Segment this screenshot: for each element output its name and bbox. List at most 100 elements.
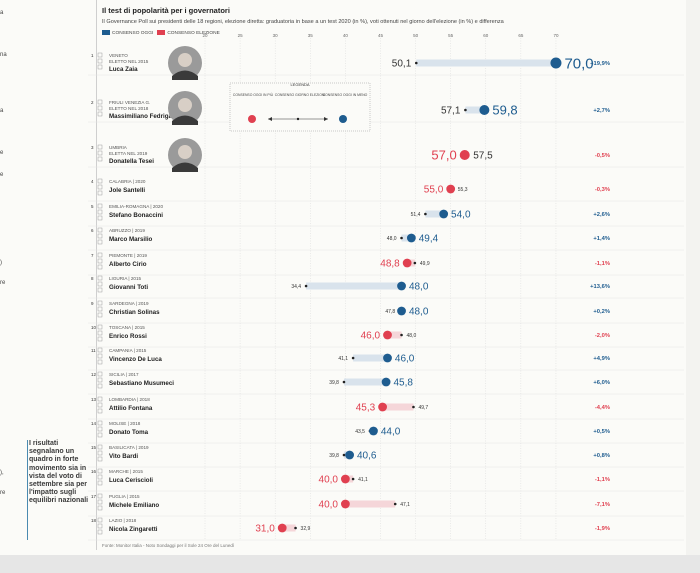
tick-label: 60	[483, 33, 489, 38]
party-box	[97, 402, 103, 408]
tick-label: 65	[518, 33, 524, 38]
difference-label: -1,9%	[595, 526, 610, 532]
party-box	[97, 105, 103, 111]
party-box	[97, 312, 103, 318]
region-label: SICILIA | 2017	[109, 372, 139, 377]
range-bar	[416, 59, 556, 67]
difference-label: -1,1%	[595, 477, 610, 483]
chart-title: Il test di popolarità per i governatori	[102, 6, 230, 15]
party-box	[97, 64, 103, 70]
elezione-dot	[400, 333, 403, 337]
consenso-label: 70,0	[564, 55, 593, 72]
rank-label: 18	[91, 518, 97, 523]
region-label: CALABRIA | 2020	[109, 179, 146, 184]
row-7: 7 PIEMONTE | 2019 Alberto Cirio 48,8 49,9 -1,…	[88, 252, 684, 276]
elezione-label: 51,4	[411, 212, 421, 218]
party-box	[97, 275, 103, 281]
party-box	[97, 209, 103, 215]
row-14: 14 MOLISE | 2018 Donato Toma 44,0 43,5 +0,5%	[88, 420, 684, 444]
governor-name: Alberto Cirio	[109, 261, 147, 268]
party-box	[97, 505, 103, 511]
rank-label: 17	[91, 494, 97, 499]
consenso-label: 40,6	[357, 451, 377, 462]
elezione-label: 41,1	[338, 356, 348, 362]
consenso-label: 57,0	[431, 148, 456, 163]
row-15: 15 BASILICATA | 2019 Vito Bardi 40,6 39,8 +0,…	[88, 444, 684, 468]
region-label: UMBRIA	[109, 145, 128, 150]
party-box	[97, 336, 103, 342]
consenso-dot	[340, 499, 350, 509]
region-label: LIGURIA | 2015	[109, 276, 142, 281]
governor-name: Donatella Tesei	[109, 158, 154, 165]
elezione-label: 48,0	[407, 333, 417, 339]
rank-label: 1	[91, 53, 94, 58]
party-box	[97, 529, 103, 535]
consenso-dot	[340, 474, 350, 484]
consenso-label: 55,0	[424, 185, 444, 196]
governor-photo-face	[178, 145, 192, 159]
governor-photo-face	[178, 98, 192, 112]
party-box	[97, 324, 103, 330]
party-box	[97, 347, 103, 353]
region-label: LOMBARDIA | 2018	[109, 397, 150, 402]
tick-label: 30	[273, 33, 279, 38]
row-17: 17 PUGLIA | 2015 Michele Emiliano 40,0 47,1 -…	[88, 493, 684, 517]
range-bar	[282, 524, 296, 532]
rank-label: 6	[91, 228, 94, 233]
region-label: SARDEGNA | 2019	[109, 301, 149, 306]
inset-frame	[229, 82, 371, 132]
governor-name: Attilio Fontana	[109, 405, 153, 412]
elezione-label: 43,5	[355, 429, 365, 435]
governor-name: Enrico Rossi	[109, 333, 147, 340]
party-box	[97, 227, 103, 233]
party-box	[97, 300, 103, 306]
inset-blue-dot	[339, 115, 347, 123]
consenso-dot	[369, 426, 378, 436]
elezione-label: 34,4	[291, 284, 301, 290]
region-label: EMILIA-ROMAGNA | 2020	[109, 204, 163, 209]
legend-elezione: CONSENSO ELEZIONE	[167, 30, 220, 36]
elezione-label: 48,0	[387, 236, 397, 242]
governor-photo-body	[172, 115, 198, 125]
row-8: 8 LIGURIA | 2015 Giovanni Toti 48,0 34,4 +13,…	[88, 275, 684, 299]
party-box	[97, 444, 103, 450]
consenso-label: 49,4	[419, 234, 439, 245]
party-box	[97, 252, 103, 258]
elected-label: ELETTA NEL 2019	[109, 151, 148, 156]
difference-label: +19,9%	[590, 61, 610, 67]
range-bar	[353, 354, 388, 362]
tick-label: 25	[238, 33, 244, 38]
region-label: BASILICATA | 2019	[109, 445, 149, 450]
consenso-label: 45,3	[356, 403, 376, 414]
range-bar	[425, 210, 444, 218]
party-box	[97, 233, 103, 239]
tick-label: 70	[553, 33, 559, 38]
inset-red-dot	[248, 115, 256, 123]
difference-label: -0,3%	[595, 187, 610, 193]
elezione-label: 47,1	[400, 502, 410, 508]
range-bar	[382, 403, 414, 411]
difference-label: -1,1%	[595, 261, 610, 267]
elezione-label: 39,8	[329, 453, 339, 459]
left-column-fragment: a na a e e ) re ), re	[0, 0, 14, 555]
side-note-bar	[27, 440, 28, 540]
legend-swatch-elezione	[157, 30, 166, 35]
elezione-dot	[294, 526, 297, 530]
party-box	[97, 281, 103, 287]
party-box	[97, 517, 103, 523]
elezione-dot	[351, 477, 355, 481]
consenso-label: 40,0	[319, 500, 339, 511]
row-16: 16 MARCHE | 2015 Luca Ceriscioli 40,0 41,1 -1…	[88, 468, 684, 492]
region-label: CAMPANIA | 2015	[109, 348, 147, 353]
governor-name: Sebastiano Musumeci	[109, 380, 174, 387]
consenso-dot	[397, 281, 406, 291]
party-box	[97, 396, 103, 402]
difference-label: +1,4%	[593, 236, 610, 242]
party-box	[97, 493, 103, 499]
tick-label: 20	[202, 33, 208, 38]
elezione-dot	[393, 502, 397, 506]
party-box	[97, 306, 103, 312]
elezione-label: 49,9	[420, 261, 430, 267]
rank-label: 3	[91, 145, 94, 150]
consenso-dot	[277, 523, 287, 533]
